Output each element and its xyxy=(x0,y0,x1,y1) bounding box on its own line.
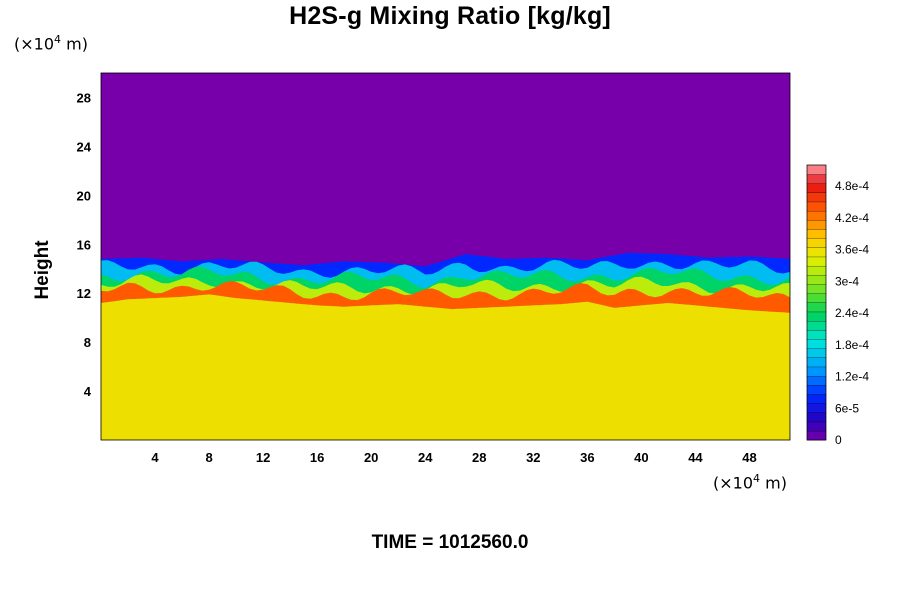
x-tick-label: 4 xyxy=(151,450,159,465)
chart-title: H2S-g Mixing Ratio [kg/kg] xyxy=(289,2,611,30)
colorbar-swatch xyxy=(806,348,827,358)
x-tick-label: 20 xyxy=(364,450,378,465)
colorbar-frame xyxy=(806,164,827,441)
colorbar-tick-label: 6e-5 xyxy=(835,401,859,415)
colorbar-swatch xyxy=(806,265,827,276)
colorbar-swatch xyxy=(806,229,827,239)
x-tick-label: 8 xyxy=(205,450,212,465)
colorbar-swatch xyxy=(806,357,827,368)
colorbar-swatch xyxy=(806,256,827,267)
colorbar-swatch xyxy=(806,174,827,184)
colorbar-tick-label: 2.4e-4 xyxy=(835,306,869,320)
colorbar-tick-label: 1.2e-4 xyxy=(835,370,869,384)
colorbar-swatch xyxy=(806,421,827,432)
y-tick-label: 28 xyxy=(77,90,91,105)
y-tick-label: 20 xyxy=(77,188,91,203)
colorbar-swatch xyxy=(806,311,827,322)
colorbar-swatch xyxy=(806,394,827,404)
y-axis-ticks: 4 8 12 16 20 24 28 xyxy=(77,90,92,399)
colorbar-swatch xyxy=(806,274,827,285)
y-tick-label: 8 xyxy=(84,335,91,350)
colorbar-swatch xyxy=(806,210,827,221)
colorbar-swatch xyxy=(806,164,827,175)
x-tick-label: 48 xyxy=(742,450,756,465)
colorbar: 0 6e-5 1.2e-4 1.8e-4 2.4e-4 3e-4 3.6e-4 4.2e-4 4… xyxy=(806,164,869,447)
colorbar-swatch xyxy=(806,201,827,212)
x-tick-label: 40 xyxy=(634,450,648,465)
y-axis-unit: (×104 m) xyxy=(14,33,88,54)
x-tick-label: 24 xyxy=(418,450,433,465)
colorbar-swatch xyxy=(806,302,827,313)
colorbar-swatch xyxy=(806,320,827,331)
colorbar-swatch xyxy=(806,293,827,303)
colorbar-swatch xyxy=(806,412,827,423)
x-tick-label: 44 xyxy=(688,450,703,465)
colorbar-tick-label: 3.6e-4 xyxy=(835,243,869,257)
colorbar-swatch xyxy=(806,366,827,377)
colorbar-tick-label: 3e-4 xyxy=(835,274,859,288)
colorbar-swatch xyxy=(806,219,827,230)
mixing-band-orange xyxy=(101,281,790,313)
colorbar-swatch xyxy=(806,430,827,441)
colorbar-tick-label: 4.8e-4 xyxy=(835,179,869,193)
colorbar-swatch xyxy=(806,247,827,258)
colorbar-swatch xyxy=(806,192,827,203)
y-tick-label: 4 xyxy=(84,384,92,399)
plot-area xyxy=(101,73,790,440)
x-tick-label: 16 xyxy=(310,450,324,465)
x-tick-label: 28 xyxy=(472,450,486,465)
colorbar-swatch xyxy=(806,403,827,413)
plot-frame xyxy=(100,72,791,441)
colorbar-tick-label: 1.8e-4 xyxy=(835,338,869,352)
colorbar-swatch xyxy=(806,284,827,294)
colorbar-tick-label: 0 xyxy=(835,433,842,447)
colorbar-swatch xyxy=(806,339,827,349)
colorbar-swatch xyxy=(806,238,827,248)
y-tick-label: 12 xyxy=(77,286,91,301)
y-tick-label: 16 xyxy=(77,237,91,252)
colorbar-swatch xyxy=(806,375,827,386)
x-tick-label: 36 xyxy=(580,450,594,465)
x-axis-unit: (×104 m) xyxy=(713,472,787,493)
y-tick-label: 24 xyxy=(77,139,92,154)
colorbar-swatch xyxy=(806,183,827,193)
colorbar-swatch xyxy=(806,329,827,340)
colorbar-swatch xyxy=(806,384,827,395)
lower-region xyxy=(101,294,790,440)
x-tick-label: 12 xyxy=(256,450,270,465)
colorbar-tick-label: 4.2e-4 xyxy=(835,211,869,225)
time-label: TIME = 1012560.0 xyxy=(371,532,529,553)
x-axis-ticks: 4 8 12 16 20 24 28 32 36 40 44 48 xyxy=(151,450,756,465)
x-tick-label: 32 xyxy=(526,450,540,465)
